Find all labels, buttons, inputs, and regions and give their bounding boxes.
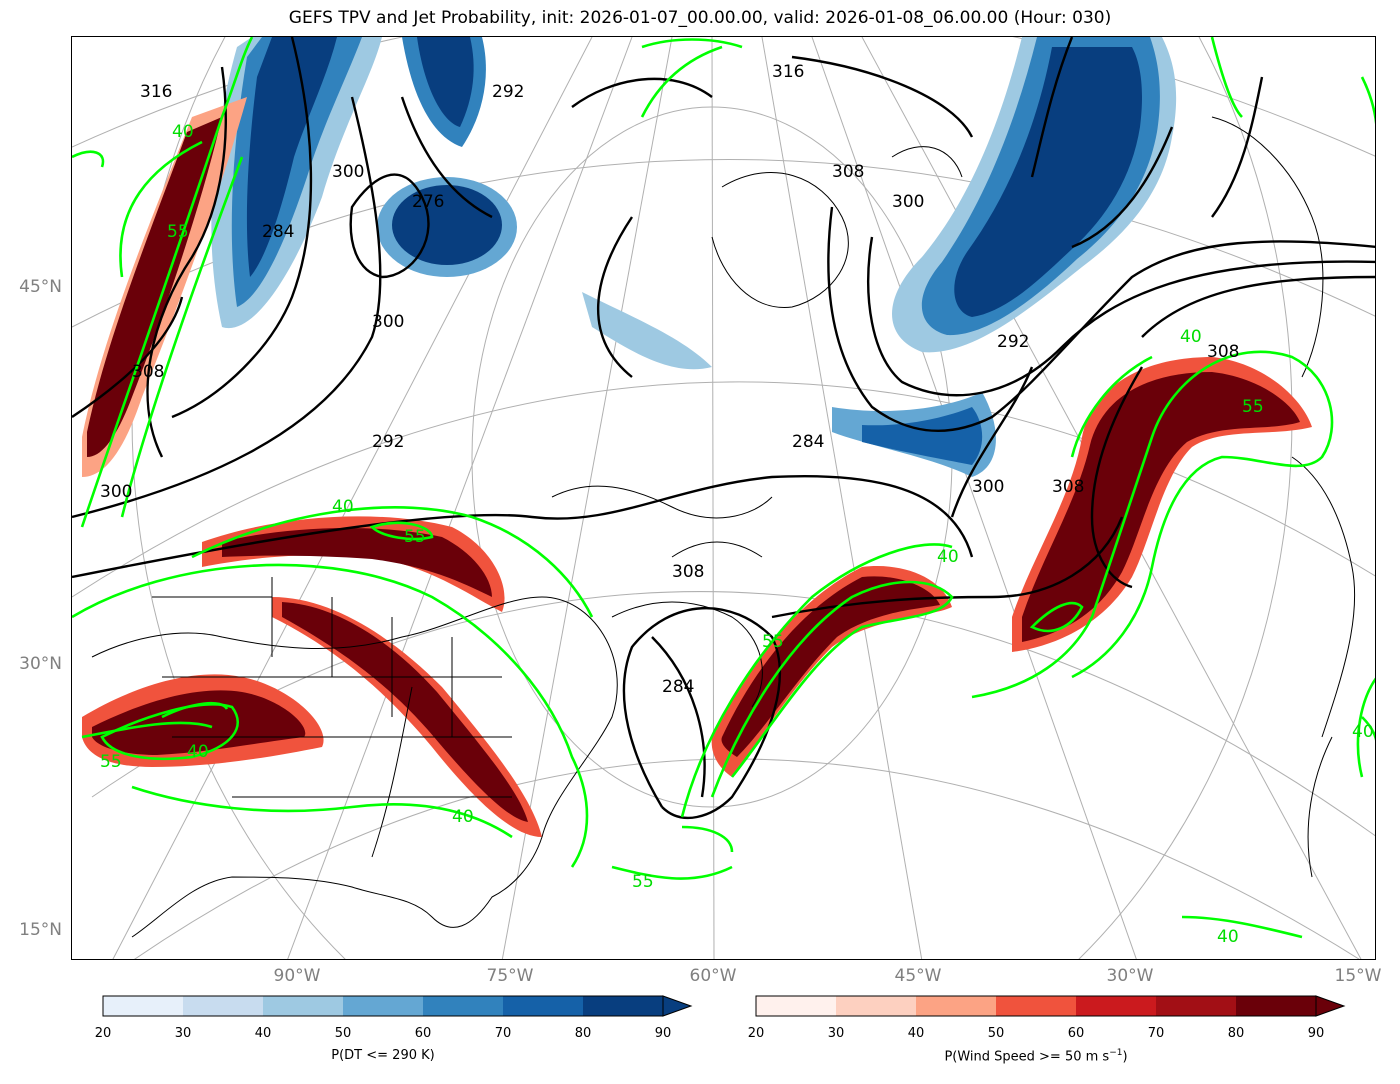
- theta-label: 308: [832, 162, 864, 182]
- colorbar-swatch: [836, 996, 917, 1016]
- colorbar-tick-label: 20: [94, 1026, 112, 1041]
- colorbar-swatch: [996, 996, 1077, 1016]
- theta-label: 292: [997, 332, 1029, 352]
- colorbar-swatch: [183, 996, 264, 1016]
- colorbar-tick-label: 50: [987, 1026, 1005, 1041]
- colorbar-tick-label: 50: [334, 1026, 352, 1041]
- lat-label-30n: 30°N: [19, 654, 62, 674]
- lat-label-15n: 15°N: [19, 920, 62, 940]
- colorbar-extend-arrow: [662, 995, 693, 1017]
- theta-contour-labels: 316 292 300 276 308 284 316 300 292 308 …: [100, 62, 1239, 697]
- tpv-colorbar: [102, 995, 693, 1017]
- lon-label-45w: 45°W: [894, 966, 942, 986]
- colorbar-tick-label: 20: [747, 1026, 765, 1041]
- tpv-colorbar-label: P(DT <= 290 K): [331, 1048, 435, 1063]
- jet-label: 40: [187, 742, 209, 762]
- map-panel: 316 292 300 276 308 284 316 300 292 308 …: [71, 36, 1376, 960]
- jet-label: 55: [762, 632, 784, 652]
- colorbar-tick-label: 80: [574, 1026, 592, 1041]
- jet-isotach-labels: 40 55 40 55 55 40 40 55 55 40 40 55 40 4…: [100, 122, 1374, 947]
- colorbar-outline: [755, 995, 1317, 1017]
- colorbar-swatch: [343, 996, 424, 1016]
- lon-label-15w: 15°W: [1334, 966, 1382, 986]
- jet-colorbar-label-close: ): [1122, 1049, 1128, 1065]
- jet-colorbar-label-text: P(Wind Speed >= 50 m s: [944, 1049, 1110, 1065]
- map-canvas: 316 292 300 276 308 284 316 300 292 308 …: [72, 37, 1375, 959]
- colorbar-swatch: [263, 996, 344, 1016]
- theta-contours: [72, 37, 1375, 820]
- colorbar-tick-label: 40: [254, 1026, 272, 1041]
- theta-label: 308: [132, 362, 164, 382]
- colorbar-tick-label: 70: [494, 1026, 512, 1041]
- colorbar-swatch: [1156, 996, 1237, 1016]
- jet-label: 55: [167, 222, 189, 242]
- tpv-probability-shading: [211, 37, 1177, 477]
- lon-label-60w: 60°W: [689, 966, 737, 986]
- theta-label: 300: [372, 312, 404, 332]
- colorbar-tick-label: 40: [907, 1026, 925, 1041]
- jet-colorbar: [755, 995, 1346, 1017]
- theta-label: 300: [892, 192, 924, 212]
- theta-label: 308: [1052, 477, 1084, 497]
- colorbar-tick-label: 90: [1307, 1026, 1325, 1041]
- colorbar-swatch: [916, 996, 997, 1016]
- colorbar-swatch: [756, 996, 837, 1016]
- colorbar-tick-label: 60: [1067, 1026, 1085, 1041]
- colorbar-swatch: [583, 996, 664, 1016]
- jet-label: 40: [1352, 722, 1374, 742]
- lon-label-90w: 90°W: [273, 966, 321, 986]
- theta-label: 316: [772, 62, 804, 82]
- jet-label: 40: [172, 122, 194, 142]
- colorbar-swatch: [503, 996, 584, 1016]
- colorbar-swatch: [103, 996, 184, 1016]
- theta-label: 284: [262, 222, 294, 242]
- theta-label: 276: [412, 192, 444, 212]
- colorbar-outline: [102, 995, 664, 1017]
- jet-colorbar-swatches: [755, 995, 1346, 1017]
- colorbar-swatch: [1236, 996, 1317, 1016]
- jet-colorbar-label: P(Wind Speed >= 50 m s−1): [756, 1048, 1316, 1064]
- jet-label: 55: [100, 752, 122, 772]
- jet-label: 40: [937, 547, 959, 567]
- colorbar-extend-arrow: [1315, 995, 1346, 1017]
- lon-label-30w: 30°W: [1106, 966, 1154, 986]
- theta-label: 300: [972, 477, 1004, 497]
- jet-label: 40: [1217, 927, 1239, 947]
- jet-label: 40: [452, 807, 474, 827]
- coastlines: [91, 116, 1356, 938]
- jet-label: 40: [1180, 327, 1202, 347]
- jet-label: 55: [1242, 397, 1264, 417]
- jet-label: 55: [404, 527, 426, 547]
- theta-label: 284: [792, 432, 824, 452]
- tpv-colorbar-swatches: [102, 995, 693, 1017]
- jet-label: 55: [632, 872, 654, 892]
- colorbar-tick-label: 70: [1147, 1026, 1165, 1041]
- theta-label: 308: [1207, 342, 1239, 362]
- jet-label: 40: [332, 497, 354, 517]
- colorbar-tick-label: 30: [827, 1026, 845, 1041]
- colorbar-tick-label: 90: [654, 1026, 672, 1041]
- theta-label: 284: [662, 677, 694, 697]
- theta-label: 292: [492, 82, 524, 102]
- lat-label-45n: 45°N: [19, 277, 62, 297]
- colorbar-swatch: [423, 996, 504, 1016]
- theta-label: 300: [332, 162, 364, 182]
- theta-label: 300: [100, 482, 132, 502]
- jet-colorbar-label-exponent: −1: [1109, 1048, 1123, 1058]
- colorbar-tick-label: 80: [1227, 1026, 1245, 1041]
- colorbar-tick-label: 30: [174, 1026, 192, 1041]
- colorbar-swatch: [1076, 996, 1157, 1016]
- colorbar-tick-label: 60: [414, 1026, 432, 1041]
- theta-label: 316: [140, 82, 172, 102]
- jet-isotachs: [72, 37, 1375, 939]
- theta-label: 292: [372, 432, 404, 452]
- map-title: GEFS TPV and Jet Probability, init: 2026…: [288, 8, 1112, 28]
- theta-label: 308: [672, 562, 704, 582]
- lon-label-75w: 75°W: [486, 966, 534, 986]
